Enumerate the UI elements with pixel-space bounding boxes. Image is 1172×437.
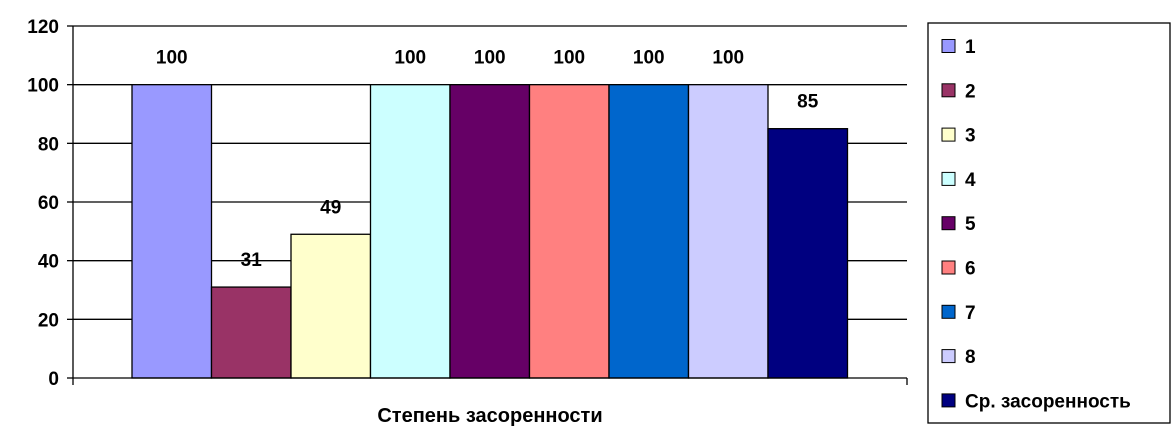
legend-swatch: [941, 83, 956, 98]
data-label: 100: [156, 48, 188, 69]
legend-swatch: [941, 304, 956, 319]
legend-swatch: [941, 260, 956, 275]
bar-series-6: [528, 84, 610, 379]
legend-box: [927, 22, 1171, 424]
data-labels: 100 31 49 100 100 100 100 100 85: [156, 48, 819, 271]
legend-swatch: [941, 127, 956, 142]
y-tick-label: 80: [38, 134, 59, 155]
bar-series-7: [608, 84, 690, 379]
data-label: 100: [712, 48, 744, 69]
legend-label: Ср. засоренность: [965, 391, 1131, 412]
y-tick-label: 20: [38, 310, 59, 331]
x-axis-title: Степень засоренности: [377, 405, 602, 427]
legend: 1 2 3 4 5 6 7 8 Ср. засоренность: [927, 22, 1171, 424]
bar-series-1: [131, 84, 213, 379]
y-tick-label: 60: [38, 193, 59, 214]
axes: 0 20 40 60 80 100 120: [27, 17, 908, 390]
data-label: 100: [553, 48, 585, 69]
legend-label: 3: [965, 126, 976, 147]
data-label: 49: [320, 197, 341, 218]
y-tick-label: 40: [38, 252, 59, 273]
data-label: 100: [394, 48, 426, 69]
legend-swatch: [941, 393, 956, 408]
legend-label: 1: [965, 37, 976, 58]
legend-label: 4: [965, 170, 976, 191]
data-label: 85: [797, 92, 819, 113]
bar-series-3: [290, 233, 372, 379]
bars: [131, 84, 849, 379]
legend-label: 7: [965, 303, 976, 324]
legend-label: 2: [965, 81, 976, 102]
y-tick-label: 120: [27, 17, 59, 38]
y-tick-label: 100: [27, 76, 59, 97]
data-label: 100: [474, 48, 506, 69]
bar-series-4: [369, 84, 451, 379]
legend-swatch: [941, 39, 956, 53]
bar-series-8: [687, 84, 769, 379]
data-label: 100: [633, 48, 665, 69]
legend-label: 8: [965, 347, 976, 368]
bar-series-5: [449, 84, 531, 379]
bar-series-9: [767, 128, 849, 379]
legend-swatch: [941, 171, 956, 186]
legend-swatch: [941, 349, 956, 364]
bar-series-2: [210, 286, 292, 379]
legend-label: 6: [965, 259, 976, 280]
y-tick-label: 0: [48, 369, 59, 390]
legend-swatch: [941, 216, 956, 231]
data-label: 31: [241, 250, 263, 271]
legend-label: 5: [965, 214, 976, 235]
